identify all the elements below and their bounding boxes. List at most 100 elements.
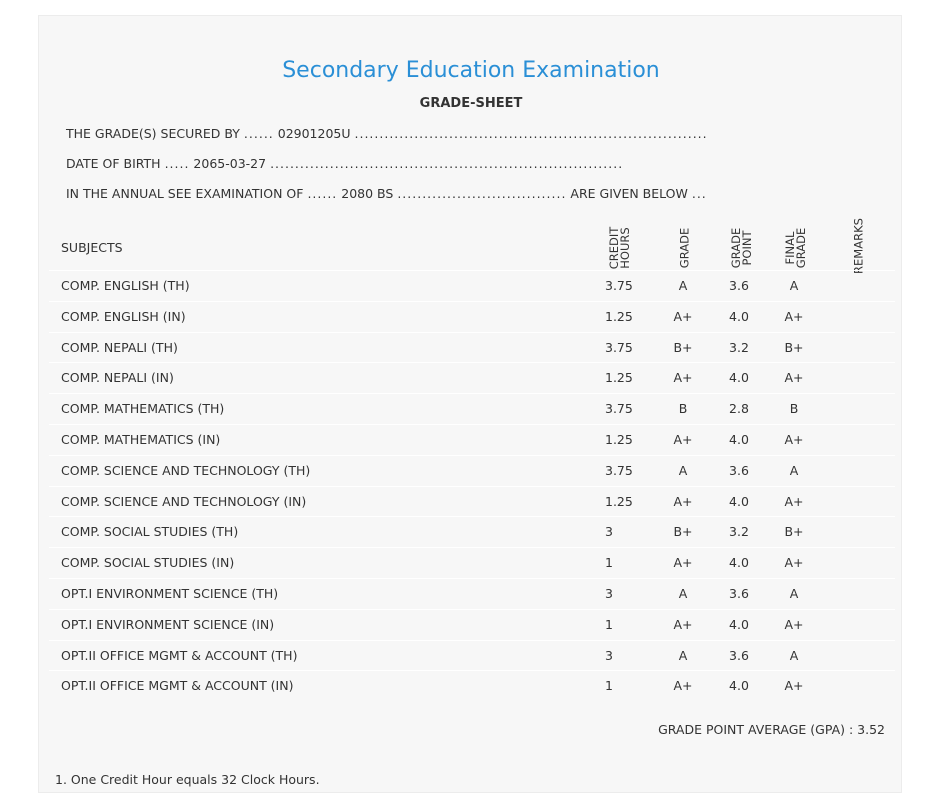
grade-point-cell: 3.2 [729,339,749,355]
final-grade-cell: B+ [784,339,804,355]
dob-label: DATE OF BIRTH [66,156,161,171]
header-grade: GRADE [677,227,692,269]
grade-point-cell: 3.6 [729,462,749,478]
grade-point-cell: 4.0 [729,555,749,571]
grade-cell: B+ [673,524,693,540]
grade-sheet: Secondary Education Examination GRADE-SH… [38,15,902,793]
final-grade-cell: A [789,647,799,663]
table-row: COMP. SOCIAL STUDIES (IN) 1 A+ 4.0 A+ [49,547,895,578]
table-row: OPT.I ENVIRONMENT SCIENCE (TH) 3 A 3.6 A [49,578,895,609]
grade-point-cell: 2.8 [729,401,749,417]
given-below-label: ARE GIVEN BELOW [570,186,688,201]
subject-cell: OPT.I ENVIRONMENT SCIENCE (IN) [61,616,275,632]
grade-cell: A+ [673,555,693,571]
final-grade-cell: A [789,462,799,478]
grade-point-cell: 4.0 [729,432,749,447]
grade-point-cell: 4.0 [729,678,749,694]
grade-cell: A [678,647,688,663]
credit-hours-cell: 1.25 [605,432,633,447]
exam-year: 2080 BS [341,186,394,201]
final-grade-cell: A+ [784,555,804,571]
subject-cell: COMP. ENGLISH (IN) [61,308,186,324]
credit-hours-cell: 3.75 [605,462,633,478]
exam-label: IN THE ANNUAL SEE EXAMINATION OF [66,186,304,201]
grade-point-cell: 3.6 [729,278,749,293]
final-grade-cell: A+ [784,493,804,509]
subject-cell: COMP. SCIENCE AND TECHNOLOGY (IN) [61,493,307,509]
table-row: COMP. MATHEMATICS (TH) 3.75 B 2.8 B [49,393,895,424]
subject-cell: COMP. MATHEMATICS (TH) [61,401,225,417]
page-title: Secondary Education Examination [282,58,660,83]
final-grade-cell: A [789,586,799,601]
final-grade-cell: A+ [784,432,804,447]
credit-hours-cell: 3.75 [605,278,633,293]
credit-hours-cell: 3 [605,586,613,601]
grade-cell: A [678,586,688,601]
subject-cell: COMP. MATHEMATICS (IN) [61,432,221,447]
table-header: SUBJECTS CREDIT HOURS GRADE GRADE POINT … [49,218,895,274]
grade-cell: A+ [673,616,693,632]
table-row: COMP. NEPALI (TH) 3.75 B+ 3.2 B+ [49,331,895,363]
subject-cell: COMP. SOCIAL STUDIES (TH) [61,524,239,540]
table-row: COMP. SCIENCE AND TECHNOLOGY (IN) 1.25 A+ 4… [49,485,895,517]
table-row: COMP. SCIENCE AND TECHNOLOGY (TH) 3.75 A 3.… [49,454,895,486]
final-grade-cell: A [789,278,799,293]
header-credit-hours: CREDIT HOURS [607,226,632,270]
dob-value: 2065-03-27 [193,156,267,171]
subject-cell: OPT.I ENVIRONMENT SCIENCE (TH) [61,586,279,601]
table-row: OPT.II OFFICE MGMT & ACCOUNT (TH) 3 A 3.6 A [49,639,895,671]
grade-cell: B+ [673,339,693,355]
grade-cell: A+ [673,308,693,324]
exam-line: IN THE ANNUAL SEE EXAMINATION OF ...... … [66,186,707,201]
secured-by-label: THE GRADE(S) SECURED BY [66,126,240,141]
table-row: OPT.I ENVIRONMENT SCIENCE (IN) 1 A+ 4.0 A+ [49,608,895,640]
grade-cell: B [678,401,688,417]
final-grade-cell: A+ [784,616,804,632]
credit-hours-cell: 1 [605,555,613,571]
grade-cell: A [678,462,688,478]
subject-cell: COMP. ENGLISH (TH) [61,278,190,293]
header-subjects: SUBJECTS [61,240,123,255]
grade-point-cell: 3.2 [729,524,749,540]
table-row: COMP. ENGLISH (TH) 3.75 A 3.6 A [49,270,895,301]
secured-by-line: THE GRADE(S) SECURED BY ...... 02901205U… [66,126,708,141]
credit-hours-cell: 3.75 [605,339,633,355]
credit-hours-cell: 1 [605,616,613,632]
subject-cell: COMP. NEPALI (IN) [61,370,174,386]
credit-hours-cell: 1.25 [605,308,633,324]
grade-point-cell: 4.0 [729,370,749,386]
header-grade-point: GRADE POINT [729,227,754,269]
subject-cell: COMP. SCIENCE AND TECHNOLOGY (TH) [61,462,311,478]
final-grade-cell: B [789,401,799,417]
table-row: COMP. SOCIAL STUDIES (TH) 3 B+ 3.2 B+ [49,516,895,547]
subject-cell: COMP. NEPALI (TH) [61,339,178,355]
grade-cell: A+ [673,493,693,509]
grade-point-cell: 3.6 [729,647,749,663]
final-grade-cell: A+ [784,370,804,386]
subject-cell: OPT.II OFFICE MGMT & ACCOUNT (TH) [61,647,298,663]
table-row: COMP. NEPALI (IN) 1.25 A+ 4.0 A+ [49,362,895,393]
subject-cell: OPT.II OFFICE MGMT & ACCOUNT (IN) [61,678,294,694]
credit-hours-cell: 3 [605,647,613,663]
final-grade-cell: B+ [784,524,804,540]
symbol-number: 02901205U [277,126,351,141]
grade-cell: A+ [673,370,693,386]
gpa-summary: GRADE POINT AVERAGE (GPA) : 3.52 [658,722,885,737]
credit-hours-cell: 1.25 [605,493,633,509]
footnote: 1. One Credit Hour equals 32 Clock Hours… [55,772,320,787]
dob-line: DATE OF BIRTH ..... 2065-03-27 .........… [66,156,624,171]
grade-cell: A+ [673,432,693,447]
table-row: OPT.II OFFICE MGMT & ACCOUNT (IN) 1 A+ 4.0 A… [49,670,895,701]
table-row: COMP. MATHEMATICS (IN) 1.25 A+ 4.0 A+ [49,424,895,455]
grade-cell: A+ [673,678,693,694]
page-subtitle: GRADE-SHEET [419,96,523,111]
header-remarks: REMARKS [851,218,866,274]
credit-hours-cell: 3.75 [605,401,633,417]
credit-hours-cell: 1.25 [605,370,633,386]
credit-hours-cell: 3 [605,524,613,540]
table-row: COMP. ENGLISH (IN) 1.25 A+ 4.0 A+ [49,300,895,332]
header-final-grade: FINAL GRADE [783,227,808,269]
grade-cell: A [678,278,688,293]
grade-point-cell: 3.6 [729,586,749,601]
grade-point-cell: 4.0 [729,493,749,509]
